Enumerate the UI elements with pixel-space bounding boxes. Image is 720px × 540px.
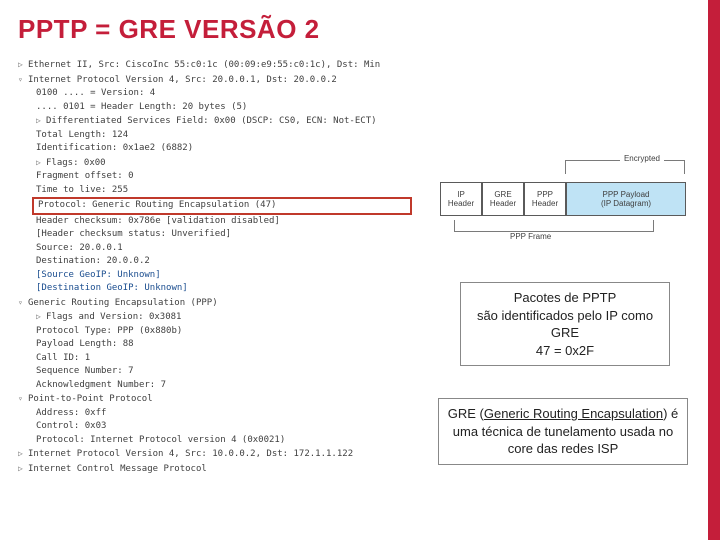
packet-line: [Destination GeoIP: Unknown] [18, 282, 422, 296]
ppp-header-box: PPPHeader [524, 182, 566, 216]
packet-line: [Header checksum status: Unverified] [18, 228, 422, 242]
packet-line-text: Acknowledgment Number: 7 [36, 380, 166, 390]
packet-line-text: Protocol Type: PPP (0x880b) [36, 326, 182, 336]
ppp-frame-label: PPP Frame [510, 232, 551, 241]
packet-line: ▷Differentiated Services Field: 0x00 (DS… [18, 114, 422, 129]
packet-line: Time to live: 255 [18, 184, 422, 198]
packet-line: ▿Internet Protocol Version 4, Src: 20.0.… [18, 73, 422, 88]
packet-line: Sequence Number: 7 [18, 365, 422, 379]
packet-line-text: [Source GeoIP: Unknown] [36, 270, 161, 280]
packet-line-text: Internet Protocol Version 4, Src: 10.0.0… [28, 449, 353, 459]
packet-line-text: Call ID: 1 [36, 353, 90, 363]
packet-line-text: Sequence Number: 7 [36, 366, 134, 376]
packet-line: Control: 0x03 [18, 420, 422, 434]
packet-line-text: Time to live: 255 [36, 185, 128, 195]
tree-chevron-icon[interactable]: ▷ [18, 447, 28, 461]
packet-line-text: 0100 .... = Version: 4 [36, 88, 155, 98]
packet-line-text: Identification: 0x1ae2 (6882) [36, 143, 193, 153]
packet-line: 0100 .... = Version: 4 [18, 87, 422, 101]
tree-chevron-icon[interactable]: ▷ [36, 156, 46, 170]
packet-line: Header checksum: 0x786e [validation disa… [18, 215, 422, 229]
packet-line: Total Length: 124 [18, 129, 422, 143]
gre-link-text: Generic Routing Encapsulation [484, 406, 663, 421]
gre-text-prefix: GRE ( [448, 406, 484, 421]
packet-line: ▿Generic Routing Encapsulation (PPP) [18, 296, 422, 311]
diagram-boxes-row: IPHeader GREHeader PPPHeader PPP Payload… [410, 182, 690, 216]
packet-line-text: Control: 0x03 [36, 421, 106, 431]
packet-line-text: Protocol: Internet Protocol version 4 (0… [36, 435, 285, 445]
packet-line: Source: 20.0.0.1 [18, 242, 422, 256]
packet-line-text: Differentiated Services Field: 0x00 (DSC… [46, 116, 377, 126]
packet-line-text: Internet Protocol Version 4, Src: 20.0.0… [28, 75, 337, 85]
packet-line: ▷Flags and Version: 0x3081 [18, 310, 422, 325]
packet-line: Destination: 20.0.0.2 [18, 255, 422, 269]
encrypted-label: Encrypted [620, 154, 664, 163]
packet-line: Call ID: 1 [18, 352, 422, 366]
packet-line-text: Fragment offset: 0 [36, 171, 134, 181]
ppp-payload-box: PPP Payload(IP Datagram) [566, 182, 686, 216]
packet-line-text: Destination: 20.0.0.2 [36, 256, 150, 266]
tree-chevron-icon[interactable]: ▿ [18, 73, 28, 87]
packet-line-text: [Header checksum status: Unverified] [36, 229, 231, 239]
tree-chevron-icon[interactable]: ▷ [18, 462, 28, 476]
packet-line: Acknowledgment Number: 7 [18, 379, 422, 393]
packet-line-text: Flags and Version: 0x3081 [46, 312, 181, 322]
packet-line-text: Generic Routing Encapsulation (PPP) [28, 298, 218, 308]
packet-line: .... 0101 = Header Length: 20 bytes (5) [18, 101, 422, 115]
tree-chevron-icon[interactable]: ▿ [18, 392, 28, 406]
accent-sidebar [708, 0, 720, 540]
packet-line: Fragment offset: 0 [18, 170, 422, 184]
tree-chevron-icon[interactable]: ▷ [18, 58, 28, 72]
packet-line: [Source GeoIP: Unknown] [18, 269, 422, 283]
tree-chevron-icon[interactable]: ▷ [36, 114, 46, 128]
ip-header-box: IPHeader [440, 182, 482, 216]
pptp-frame-diagram: Encrypted IPHeader GREHeader PPPHeader P… [410, 160, 690, 260]
packet-line-text: Address: 0xff [36, 408, 106, 418]
page-title: PPTP = GRE VERSÃO 2 [0, 0, 720, 53]
packet-line-text: Flags: 0x00 [46, 158, 106, 168]
packet-line: ▷Ethernet II, Src: CiscoInc 55:c0:1c (00… [18, 58, 422, 73]
packet-line: ▷Internet Protocol Version 4, Src: 10.0.… [18, 447, 422, 462]
packet-line-text: Header checksum: 0x786e [validation disa… [36, 216, 280, 226]
packet-line: ▷Flags: 0x00 [18, 156, 422, 171]
note-line: 47 = 0x2F [469, 342, 661, 360]
packet-line: ▷Internet Control Message Protocol [18, 462, 422, 477]
packet-line-text: Internet Control Message Protocol [28, 464, 207, 474]
packet-line-text: [Destination GeoIP: Unknown] [36, 283, 188, 293]
gre-definition-note: GRE (Generic Routing Encapsulation) é um… [438, 398, 688, 465]
packet-line: Protocol: Internet Protocol version 4 (0… [18, 434, 422, 448]
packet-line: Identification: 0x1ae2 (6882) [18, 142, 422, 156]
protocol-gre-highlight-row: Protocol: Generic Routing Encapsulation … [32, 197, 412, 215]
packet-line-text: Payload Length: 88 [36, 339, 134, 349]
packet-line: Payload Length: 88 [18, 338, 422, 352]
packet-line-text: Protocol: Generic Routing Encapsulation … [38, 200, 276, 210]
ppp-frame-bracket [454, 220, 654, 232]
gre-header-box: GREHeader [482, 182, 524, 216]
packet-line: Protocol Type: PPP (0x880b) [18, 325, 422, 339]
packet-line: Address: 0xff [18, 407, 422, 421]
packet-line-text: Total Length: 124 [36, 130, 128, 140]
packet-line-text: .... 0101 = Header Length: 20 bytes (5) [36, 102, 247, 112]
tree-chevron-icon[interactable]: ▷ [36, 310, 46, 324]
pptp-packets-note: Pacotes de PPTP são identificados pelo I… [460, 282, 670, 366]
note-line: Pacotes de PPTP [469, 289, 661, 307]
tree-chevron-icon[interactable]: ▿ [18, 296, 28, 310]
packet-capture-tree: ▷Ethernet II, Src: CiscoInc 55:c0:1c (00… [18, 58, 422, 476]
packet-line-text: Ethernet II, Src: CiscoInc 55:c0:1c (00:… [28, 60, 380, 70]
note-line: são identificados pelo IP como GRE [469, 307, 661, 342]
packet-line: ▿Point-to-Point Protocol [18, 392, 422, 407]
packet-line-text: Source: 20.0.0.1 [36, 243, 123, 253]
packet-line-text: Point-to-Point Protocol [28, 394, 153, 404]
